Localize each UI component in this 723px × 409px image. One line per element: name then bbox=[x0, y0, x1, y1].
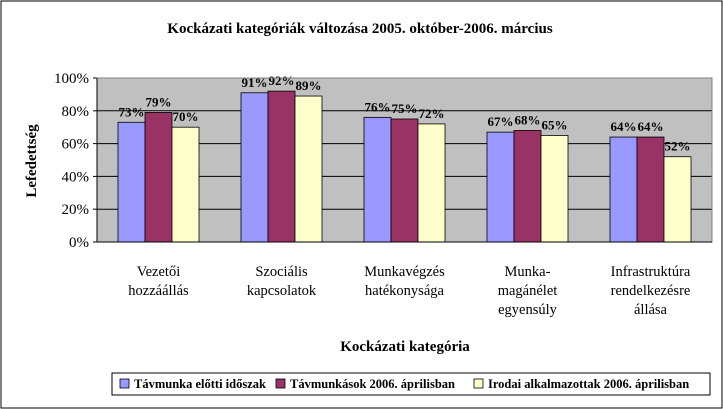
x-tick-label: Munka-magánélet egyensúly bbox=[498, 264, 558, 318]
data-label: 67% bbox=[488, 114, 514, 129]
y-tick-label: 80% bbox=[62, 104, 90, 120]
y-tick-label: 20% bbox=[62, 202, 90, 218]
y-axis-title: Lefedettség bbox=[24, 124, 40, 198]
bar bbox=[171, 126, 200, 243]
x-tick-label: Szociális kapcsolatok bbox=[247, 264, 317, 299]
bar bbox=[294, 95, 323, 243]
legend-swatch bbox=[119, 378, 130, 389]
legend-label: Távmunkások 2006. áprilisban bbox=[290, 377, 455, 391]
y-tick-label: 0% bbox=[69, 235, 89, 251]
x-tick-label-line: rendelkezésre bbox=[611, 283, 691, 299]
legend-box bbox=[111, 372, 711, 396]
legend-swatch bbox=[275, 378, 286, 389]
data-label: 79% bbox=[146, 94, 172, 109]
data-label: 52% bbox=[665, 139, 691, 154]
bar bbox=[486, 131, 515, 243]
legend-swatch bbox=[473, 378, 484, 389]
x-tick-label-line: Infrastruktúra bbox=[611, 264, 691, 280]
legend-label: Távmunka előtti időszak bbox=[134, 377, 266, 391]
x-tick-label-line: egyensúly bbox=[498, 302, 558, 318]
bar bbox=[417, 123, 446, 243]
data-label: 89% bbox=[296, 78, 322, 93]
y-tick-label: 40% bbox=[62, 169, 90, 185]
x-tick-label-line: kapcsolatok bbox=[247, 283, 317, 299]
x-axis-title: Kockázati kategória bbox=[340, 339, 470, 355]
x-tick-label-line: Munka- bbox=[505, 264, 551, 280]
data-label: 64% bbox=[638, 119, 664, 134]
data-label: 65% bbox=[542, 117, 568, 132]
chart-title: Kockázati kategóriák változása 2005. okt… bbox=[167, 21, 553, 37]
bar bbox=[540, 134, 569, 243]
y-tick-label: 100% bbox=[54, 71, 89, 87]
data-label: 64% bbox=[611, 119, 637, 134]
bar bbox=[609, 136, 638, 243]
x-tick-label: Munkavégzés hatékonysága bbox=[364, 264, 445, 299]
plot-area: 0% 20% 40% 60% 80% 100% 73% 91% 76% 67% 64% 79% 92% 7… bbox=[54, 71, 713, 318]
x-tick-label: Vezetői hozzáállás bbox=[128, 264, 189, 299]
data-label: 68% bbox=[515, 112, 541, 127]
bar bbox=[363, 116, 392, 243]
bar bbox=[144, 112, 173, 243]
x-tick-label-line: Vezetői bbox=[137, 264, 180, 280]
y-tick-label: 60% bbox=[62, 137, 90, 153]
data-label: 92% bbox=[269, 73, 295, 88]
data-label: 76% bbox=[365, 99, 391, 114]
data-label: 70% bbox=[173, 109, 199, 124]
bar bbox=[636, 136, 665, 243]
x-tick-label-line: Munkavégzés bbox=[364, 264, 445, 280]
legend-label: Irodai alkalmazottak 2006. áprilisban bbox=[488, 377, 689, 391]
bar bbox=[267, 90, 296, 243]
bar bbox=[240, 92, 269, 243]
data-label: 91% bbox=[242, 75, 268, 90]
x-tick-label: Infrastruktúra rendelkezésre állása bbox=[611, 264, 691, 318]
x-tick-label-line: állása bbox=[634, 302, 668, 318]
x-tick-label-line: Szociális bbox=[255, 264, 308, 280]
data-label: 73% bbox=[119, 104, 145, 119]
data-label: 72% bbox=[419, 106, 445, 121]
bar bbox=[390, 118, 419, 243]
data-label: 75% bbox=[392, 101, 418, 116]
bar bbox=[663, 156, 692, 243]
x-tick-label-line: hatékonysága bbox=[365, 283, 444, 299]
x-tick-label-line: hozzáállás bbox=[128, 283, 189, 299]
bar bbox=[117, 121, 146, 243]
bar bbox=[513, 130, 542, 243]
legend: Távmunka előtti időszak Távmunkások 2006.… bbox=[111, 372, 711, 396]
x-tick-label-line: magánélet bbox=[498, 283, 558, 299]
